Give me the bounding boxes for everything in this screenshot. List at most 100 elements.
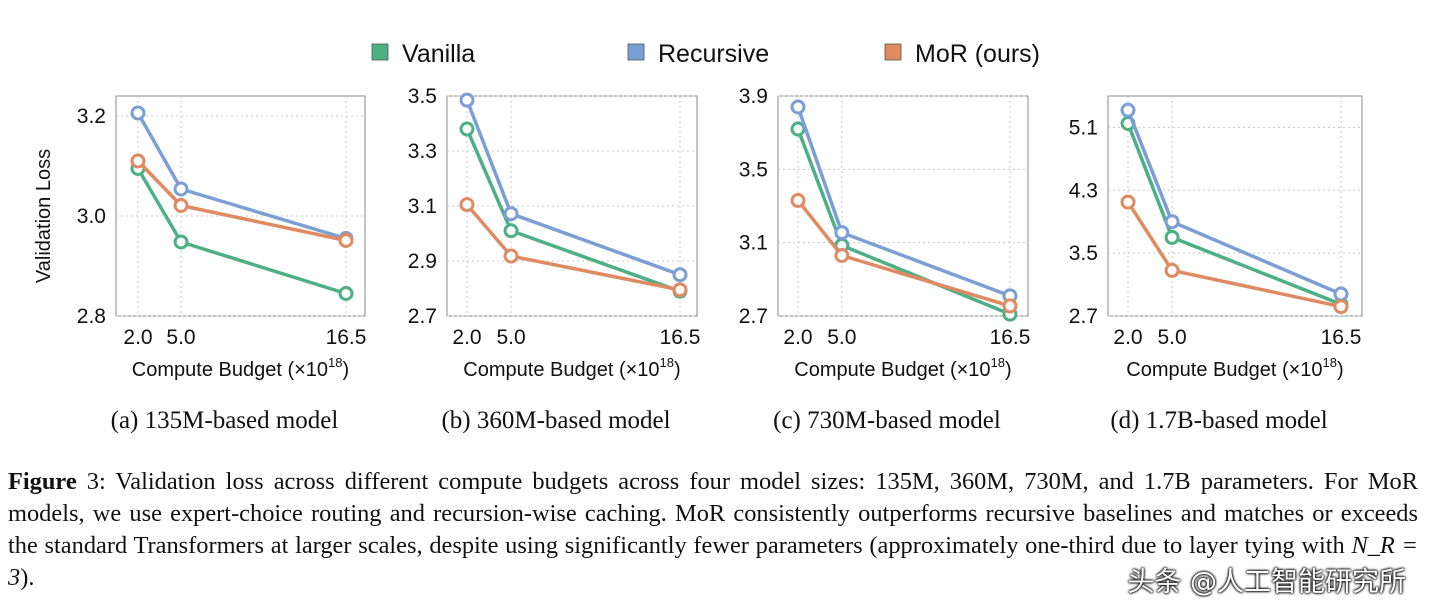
x-tick-label: 5.0 [1157,326,1186,349]
legend-swatch [884,43,902,61]
x-tick-label: 2.0 [123,326,152,349]
legend-item-2: Recursive [627,40,769,68]
data-point [1120,194,1136,210]
legend-label: Vanilla [402,40,475,68]
x-axis-label: Compute Budget (×1018) [794,355,1011,381]
legend-swatch [627,43,645,61]
plot-frame [115,95,366,317]
series-vanilla [790,121,1018,322]
series-line [1126,122,1342,306]
data-point [1120,102,1136,118]
data-point [459,121,475,137]
data-point [790,193,806,208]
x-axis-label: Compute Budget (×1018) [463,355,680,381]
data-point [790,121,806,137]
data-point [790,99,806,115]
data-point [672,267,688,283]
data-point [1164,214,1180,230]
series-recursive [1120,102,1349,302]
y-tick-label: 3.1 [408,195,437,218]
data-point [1333,299,1349,315]
caption-math: N_R = 3 [8,532,1419,591]
data-point [130,105,146,121]
data-point [503,206,519,222]
y-tick-label: 3.5 [408,85,437,108]
x-tick-label: 16.5 [326,326,367,349]
y-tick-label: 2.8 [77,305,106,328]
legend-item-1: Vanilla [371,40,475,68]
series-recursive [790,99,1018,304]
x-tick-label: 16.5 [990,326,1031,349]
x-tick-label: 5.0 [166,326,195,349]
data-point [338,286,354,301]
caption-label: Figure [8,468,77,495]
series-line [796,128,1011,316]
data-point [834,248,850,263]
x-tick-label: 16.5 [660,326,701,349]
data-point [503,223,519,239]
legend-item-3: MoR (ours) [884,40,1040,68]
y-tick-label: 2.7 [739,305,768,328]
x-tick-label: 2.0 [783,326,812,349]
series-line [465,99,681,277]
y-tick-label: 3.3 [408,140,437,163]
caption-text: : Validation loss across different compu… [8,468,1418,559]
x-tick-label: 2.0 [1113,326,1142,349]
data-point [173,181,189,197]
series-vanilla [459,121,688,299]
x-tick-label: 2.0 [452,326,481,349]
data-point [459,197,475,213]
series-line [465,203,681,292]
data-point [1164,229,1180,245]
subcaption: (c) 730M-based model [773,407,1001,434]
figure-caption: Figure 3: Validation loss across differe… [8,466,1418,594]
subcaption: (b) 360M-based model [441,407,670,434]
data-point [173,234,189,250]
data-point [672,282,688,298]
caption-text-end: ). [20,564,35,591]
series-recursive [130,105,354,246]
chart-panel-1: 2.8 3.0 3.2 2.0 5.0 16.5 Compute Budget (×1018… [33,95,367,434]
data-point [173,198,189,213]
legend: Vanilla Recursive MoR (ours) [371,40,1040,68]
chart-panel-4: 2.7 3.5 4.3 5.1 2.0 5.0 16.5 Compute Budget (×1… [1069,95,1363,434]
x-axis-label: Compute Budget (×1018) [132,355,349,381]
plot-frame [777,95,1029,317]
chart-panel-2: 2.7 2.9 3.1 3.3 3.5 2.0 5.0 16.5 Compute Budget … [408,85,701,434]
series-mor-ours [130,153,354,248]
x-tick-label: 5.0 [496,326,525,349]
y-tick-label: 5.1 [1069,116,1098,139]
data-point [503,248,519,264]
y-axis-label: Validation Loss [33,149,55,283]
x-tick-label: 5.0 [827,326,856,349]
series-vanilla [130,161,354,301]
y-tick-label: 4.3 [1069,179,1098,202]
y-tick-label: 3.2 [77,105,106,128]
data-point [338,233,354,248]
series-recursive [459,92,688,283]
y-tick-label: 3.0 [77,205,106,228]
subcaption: (a) 135M-based model [111,407,339,434]
y-tick-label: 3.5 [739,158,768,181]
chart-panel-3: 2.7 3.1 3.5 3.9 2.0 5.0 16.5 Compute Budget (×1… [739,85,1031,434]
data-point [1002,298,1018,314]
series-line [136,167,347,296]
data-point [130,153,146,169]
series-mor-ours [1120,194,1349,315]
y-tick-label: 2.7 [408,305,437,328]
y-tick-label: 3.9 [739,85,768,108]
data-point [1164,262,1180,278]
watermark: 头条 @人工智能研究所 [1123,560,1410,599]
caption-number: 3 [86,468,99,495]
data-point [459,92,475,108]
y-tick-label: 3.1 [739,232,768,255]
legend-swatch [371,43,389,61]
data-point [1333,286,1349,302]
x-tick-label: 16.5 [1321,326,1362,349]
subcaption: (d) 1.7B-based model [1110,407,1327,434]
y-tick-label: 2.7 [1069,305,1098,328]
x-axis-label: Compute Budget (×1018) [1126,355,1343,381]
y-tick-label: 3.5 [1069,242,1098,265]
series-line [796,106,1011,298]
data-point [834,225,850,241]
